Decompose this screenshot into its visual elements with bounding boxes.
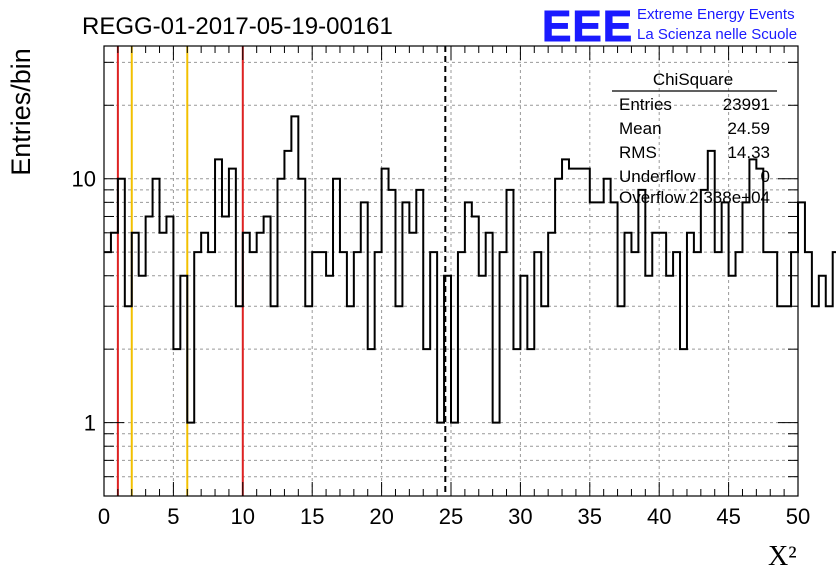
- axis-ticks: [103, 46, 799, 497]
- eee-logo-letters: EEE: [542, 2, 633, 51]
- eee-logo: EEE Extreme Energy Events La Scienza nel…: [542, 2, 798, 52]
- histogram-step-line: [104, 115, 836, 424]
- x-tick-label: 0: [98, 504, 110, 529]
- y-axis-label: Entries/bin: [6, 48, 36, 176]
- stats-label-entries: Entries: [619, 95, 672, 114]
- y-tick-label: 10: [72, 167, 96, 192]
- stats-label-underflow: Underflow: [619, 167, 696, 186]
- stats-box: ChiSquare Entries 23991 Mean 24.59 RMS 1…: [612, 70, 777, 207]
- x-tick-label: 35: [578, 504, 602, 529]
- x-tick-label: 20: [369, 504, 393, 529]
- x-tick-label: 45: [716, 504, 740, 529]
- eee-logo-line2: La Scienza nelle Scuole: [637, 26, 797, 43]
- x-tick-label: 40: [647, 504, 671, 529]
- grid-lines: [104, 46, 798, 497]
- stats-box-title: ChiSquare: [653, 70, 733, 89]
- eee-logo-line1: Extreme Energy Events: [637, 6, 795, 23]
- x-tick-label: 10: [231, 504, 255, 529]
- stats-value-underflow: 0: [761, 167, 770, 186]
- stats-label-mean: Mean: [619, 119, 662, 138]
- x-tick-label: 15: [300, 504, 324, 529]
- x-tick-label: 50: [786, 504, 810, 529]
- stats-label-rms: RMS: [619, 143, 657, 162]
- x-tick-label: 30: [508, 504, 532, 529]
- y-tick-label: 1: [84, 411, 96, 436]
- chart-title: REGG-01-2017-05-19-00161: [82, 13, 393, 40]
- x-tick-label: 5: [167, 504, 179, 529]
- stats-label-overflow: Overflow: [619, 188, 687, 207]
- stats-value-entries: 23991: [723, 95, 770, 114]
- stats-value-mean: 24.59: [727, 119, 770, 138]
- x-tick-label: 25: [439, 504, 463, 529]
- x-axis-label: X²: [768, 541, 797, 572]
- stats-value-rms: 14.33: [727, 143, 770, 162]
